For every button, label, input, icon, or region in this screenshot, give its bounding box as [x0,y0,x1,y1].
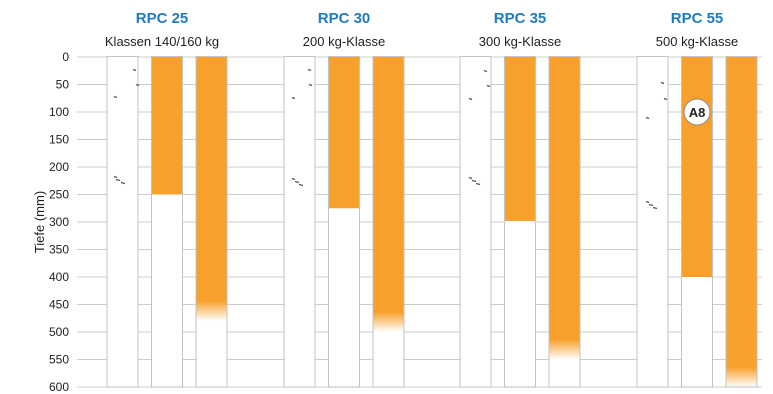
marker-dash [115,178,121,182]
column-outline [459,56,492,388]
bar [373,57,404,312]
y-tick-label: 100 [49,105,69,119]
group-title: RPC 35 [494,10,547,27]
y-tick-label: 500 [49,325,69,339]
marker-dash [486,84,491,88]
y-tick-label: 550 [49,353,69,367]
bars [152,57,757,387]
marker-dash [652,206,658,210]
group-title: RPC 25 [136,10,189,27]
group-title: RPC 30 [318,10,371,27]
marker-dash [120,181,126,185]
marker-dash [298,183,304,187]
y-tick-label: 200 [49,160,69,174]
column-outline [636,56,669,388]
y-tick-label: 250 [49,188,69,202]
bar [152,57,182,195]
y-tick-label: 400 [49,270,69,284]
marker-dash [468,176,473,180]
y-tick-label: 300 [49,215,69,229]
marker-dash [660,81,665,85]
group-subtitle: 300 kg-Klasse [479,34,561,49]
y-axis-label: Tiefe (mm) [32,191,47,253]
y-tick-label: 150 [49,133,69,147]
marker-dash [291,177,296,181]
marker-dash [113,95,118,99]
group-subtitle: 200 kg-Klasse [303,34,385,49]
column-outline [106,56,139,388]
marker-dash [663,97,668,101]
column-outline [283,56,316,388]
marker-dash [475,182,481,186]
bar-fade [549,339,580,360]
y-tick-label: 50 [56,78,70,92]
group-subtitle: 500 kg-Klasse [656,34,738,49]
marker-dash [294,180,300,184]
bar [329,57,359,209]
marker-dash [135,83,140,87]
y-tick-label: 350 [49,243,69,257]
marker-dash [471,179,477,183]
group-title: RPC 55 [671,10,724,27]
marker-dash [307,68,312,72]
marker-dash [648,203,654,207]
marker-dash [645,116,650,120]
bar-fade [726,367,757,387]
bar [682,57,712,277]
bar [196,57,227,301]
y-tick-label: 0 [62,50,69,64]
bar-fade [373,312,404,332]
y-tick-label: 600 [49,380,69,394]
labels: 0 50 100 150 200 250 300 350 400 450 500 550 600 RPC … [49,10,738,394]
badge-circle [683,98,711,126]
bar-fade [196,301,227,321]
bar [549,57,580,340]
marker-dash [483,69,488,73]
y-tick-label: 450 [49,298,69,312]
marker-dash [308,83,313,87]
marker-dash [468,97,473,101]
group-subtitle: Klassen 140/160 kg [105,34,219,49]
marker-dash [113,175,118,179]
marker-dash [291,96,296,100]
bar [726,57,757,367]
badge-label: A8 [689,105,706,120]
marker-dash [645,200,650,204]
marker-dash [132,68,137,72]
bar [505,57,535,221]
